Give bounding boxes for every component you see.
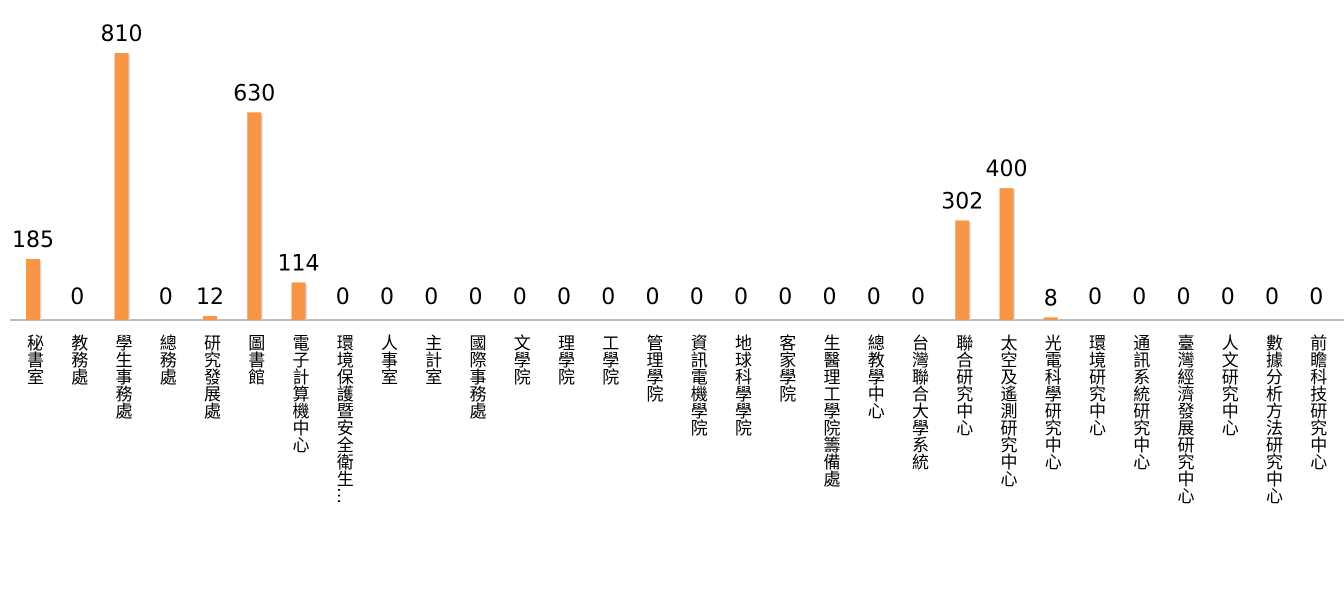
value-label: 0 <box>823 285 837 310</box>
category-label: 研究發展處 <box>200 334 221 420</box>
bar <box>999 188 1014 320</box>
value-label: 0 <box>778 285 792 310</box>
category-label: 環境保護暨安全衛生… <box>333 334 354 504</box>
value-label: 630 <box>233 81 275 106</box>
category-label: 聯合研究中心 <box>952 334 973 436</box>
value-label: 0 <box>469 285 483 310</box>
bar <box>26 259 40 320</box>
category-label: 資訊電機學院 <box>687 334 708 436</box>
value-label: 12 <box>196 285 224 310</box>
value-label: 0 <box>424 285 438 310</box>
value-label: 0 <box>690 285 704 310</box>
category-label-group: 秘書室 教務處 學生事務處 總務處 研究發展處 圖書館 電子計算機中心 環境保護暨安全衛生… 人… <box>23 334 1327 504</box>
value-label: 0 <box>380 285 394 310</box>
category-label: 臺灣經濟發展研究中心 <box>1174 334 1195 504</box>
value-label: 0 <box>159 285 173 310</box>
category-label: 太空及遙測研究中心 <box>997 334 1018 487</box>
value-label: 0 <box>557 285 571 310</box>
category-label: 前瞻科技研究中心 <box>1306 334 1327 470</box>
category-label: 人事室 <box>377 334 398 385</box>
category-label: 總教學中心 <box>864 334 885 419</box>
value-label: 0 <box>646 285 660 310</box>
value-label: 0 <box>1309 285 1323 310</box>
value-label: 0 <box>867 285 881 310</box>
value-label: 0 <box>1177 285 1191 310</box>
category-label: 學生事務處 <box>112 334 133 420</box>
value-label: 0 <box>1088 285 1102 310</box>
category-label: 數據分析方法研究中心 <box>1262 334 1283 504</box>
bar <box>955 220 970 320</box>
bar <box>247 112 262 320</box>
category-label: 台灣聯合大學系統 <box>908 334 929 470</box>
category-label: 電子計算機中心 <box>289 334 310 453</box>
category-label: 秘書室 <box>23 334 44 385</box>
category-label: 通訊系統研究中心 <box>1129 334 1150 470</box>
value-label: 114 <box>278 251 320 276</box>
category-label: 管理學院 <box>643 334 664 402</box>
category-label: 環境研究中心 <box>1085 334 1106 436</box>
value-label: 0 <box>911 285 925 310</box>
category-label: 人文研究中心 <box>1218 334 1239 436</box>
value-label: 0 <box>1221 285 1235 310</box>
category-label: 文學院 <box>510 334 531 385</box>
value-label: 0 <box>1265 285 1279 310</box>
value-label: 0 <box>70 285 84 310</box>
category-label: 教務處 <box>67 334 88 386</box>
category-label: 圖書館 <box>244 334 265 385</box>
category-label: 國際事務處 <box>466 334 487 420</box>
value-label: 302 <box>941 189 983 214</box>
bar-group <box>26 53 1060 320</box>
category-label: 光電科學研究中心 <box>1041 334 1062 470</box>
category-label: 工學院 <box>598 334 619 385</box>
category-label: 客家學院 <box>775 334 796 402</box>
value-label: 185 <box>12 228 54 253</box>
value-label: 0 <box>1132 285 1146 310</box>
bar <box>1043 317 1058 320</box>
value-label: 0 <box>513 285 527 310</box>
value-label: 810 <box>101 22 143 47</box>
category-label: 地球科學學院 <box>731 334 752 436</box>
category-label: 主計室 <box>421 334 442 385</box>
value-label: 400 <box>986 157 1028 182</box>
category-label: 理學院 <box>554 334 575 385</box>
bar <box>114 53 129 320</box>
bar <box>203 316 217 320</box>
value-label: 0 <box>336 285 350 310</box>
value-label: 0 <box>601 285 615 310</box>
value-label: 0 <box>734 285 748 310</box>
bar <box>291 282 306 320</box>
value-label: 8 <box>1044 286 1058 311</box>
category-label: 生醫理工學院籌備處 <box>820 334 841 488</box>
category-label: 總務處 <box>156 334 177 386</box>
